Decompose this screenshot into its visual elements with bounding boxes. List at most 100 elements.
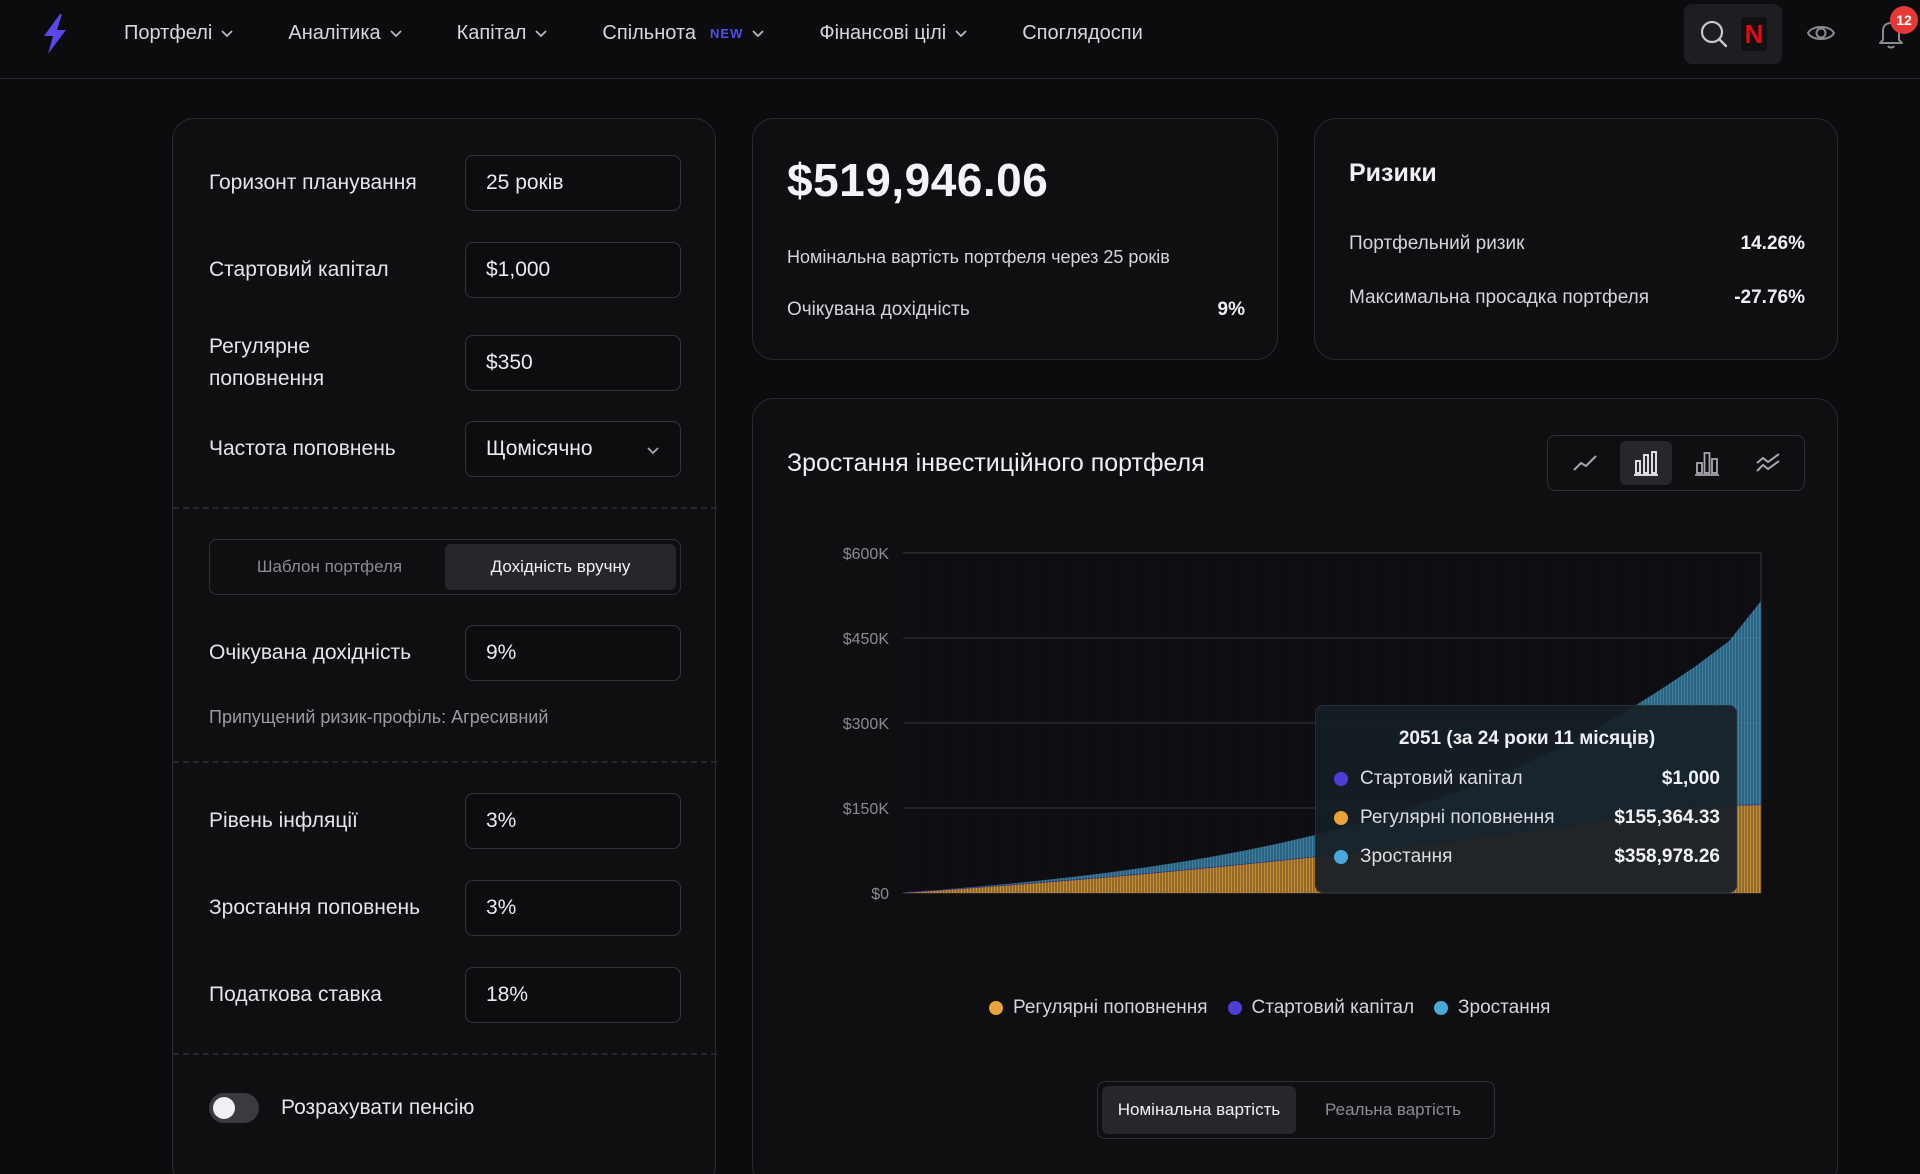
tax-rate-label: Податкова ставка xyxy=(209,983,382,1006)
bar-chart-button[interactable] xyxy=(1681,441,1733,485)
expected-return-row: Очікувана дохідність 9% xyxy=(209,625,681,681)
section-divider xyxy=(173,761,717,763)
nav-item-capital[interactable]: Капітал xyxy=(457,22,549,45)
nominal-value-tab[interactable]: Номінальна вартість xyxy=(1102,1086,1296,1134)
y-tick-label: $300K xyxy=(843,716,890,733)
regular-deposit-input[interactable]: $350 xyxy=(465,335,681,391)
new-badge: NEW xyxy=(710,25,744,41)
max-drawdown-value: -27.76% xyxy=(1734,287,1805,308)
regular-deposit-dot xyxy=(989,1001,1003,1015)
start-capital-dot xyxy=(1334,772,1348,786)
start-capital-dot xyxy=(1227,1001,1242,1015)
tooltip-title: 2051 (за 24 роки 11 місяців) xyxy=(1398,728,1656,749)
portfolio-value-card: $519,946.06 Номінальна вартість портфеля… xyxy=(752,118,1278,360)
return-mode-segment: Шаблон портфеля Дохідність вручну xyxy=(209,539,681,595)
deposit-growth-label: Зростання поповнень xyxy=(209,896,421,919)
horizon-label: Горизонт планування xyxy=(209,171,417,194)
tax-rate-row: Податкова ставка 18% xyxy=(209,967,681,1023)
nav-item-observers[interactable]: Споглядоспи xyxy=(1022,22,1143,45)
chevron-down-icon xyxy=(221,30,234,38)
inflation-label: Рівень інфляції xyxy=(209,809,358,832)
frequency-value: Щомісячно xyxy=(486,437,593,460)
nav-label: Портфелі xyxy=(124,21,213,44)
regular-deposit-row: Регулярне поповнення $350 xyxy=(209,331,681,395)
start-capital-row: Стартовий капітал $1,000 xyxy=(209,242,681,298)
tooltip-value: $1,000 xyxy=(1661,768,1720,789)
expected-return-input[interactable]: 9% xyxy=(465,625,681,681)
manual-return-tab[interactable]: Дохідність вручну xyxy=(445,544,676,590)
legend-item-regular[interactable]: Регулярні поповнення xyxy=(989,997,1208,1019)
y-tick-label: $600K xyxy=(843,546,890,563)
portfolio-value-subtitle: Номінальна вартість портфеля через 25 ро… xyxy=(787,247,1170,267)
chevron-down-icon xyxy=(390,30,402,38)
section-divider xyxy=(173,507,717,509)
area-chart-icon xyxy=(1755,453,1780,472)
tooltip-label: Зростання xyxy=(1360,846,1453,867)
expected-return-label: Очікувана дохідність xyxy=(209,641,412,664)
frequency-select[interactable]: Щомісячно xyxy=(465,421,681,477)
chart-type-switcher xyxy=(1547,435,1805,491)
expected-return-summary: Очікувана дохідність 9% xyxy=(787,299,1245,321)
expected-return-summary-value: 9% xyxy=(1217,299,1245,320)
stacked-bar-chart-icon xyxy=(1633,451,1658,476)
portfolio-template-tab[interactable]: Шаблон портфеля xyxy=(256,557,403,576)
risks-title: Ризики xyxy=(1349,159,1437,187)
portfolio-risk-label: Портфельний ризик xyxy=(1349,233,1525,254)
regular-deposit-dot xyxy=(1334,811,1348,825)
section-divider xyxy=(173,1053,717,1055)
search-button[interactable]: N xyxy=(1684,4,1782,64)
growth-chart-card: Зростання інвестиційного портфеля xyxy=(752,398,1838,1174)
tooltip-value: $155,364.33 xyxy=(1614,807,1720,828)
netflix-icon[interactable]: N xyxy=(1741,17,1767,51)
top-navigation: Портфелі Аналітика Капітал Спільнота NEW… xyxy=(0,0,1920,79)
deposit-growth-input[interactable]: 3% xyxy=(465,880,681,936)
tooltip-row-regular: Регулярні поповнення $155,364.33 xyxy=(1334,807,1720,829)
nav-label: Спільнота xyxy=(602,21,697,44)
deposit-growth-row: Зростання поповнень 3% xyxy=(209,880,681,936)
eye-icon[interactable] xyxy=(1806,18,1836,48)
legend-label: Стартовий капітал xyxy=(1251,997,1415,1018)
stacked-bar-chart-button[interactable] xyxy=(1619,441,1672,485)
portfolio-risk-row: Портфельний ризик 14.26% xyxy=(1349,233,1805,255)
main-nav: Портфелі Аналітика Капітал Спільнота NEW… xyxy=(124,0,1197,66)
pension-toggle-label: Розрахувати пенсію xyxy=(281,1096,475,1119)
nav-label: Аналітика xyxy=(288,21,381,44)
tax-rate-input[interactable]: 18% xyxy=(465,967,681,1023)
tooltip-row-growth: Зростання $358,978.26 xyxy=(1334,846,1720,868)
nav-item-analytics[interactable]: Аналітика xyxy=(288,22,402,45)
nav-item-community[interactable]: Спільнота NEW xyxy=(602,22,765,45)
nav-item-portfolios[interactable]: Портфелі xyxy=(124,22,234,45)
nav-item-financial-goals[interactable]: Фінансові цілі xyxy=(819,22,968,45)
max-drawdown-label: Максимальна просадка портфеля xyxy=(1349,287,1650,308)
y-tick-label: $0 xyxy=(871,886,889,903)
search-icon xyxy=(1700,20,1728,48)
regular-deposit-label: Регулярне поповнення xyxy=(209,335,325,390)
compare-chart-button[interactable] xyxy=(1742,441,1794,485)
risk-profile-hint: Припущений ризик-профіль: Агресивний xyxy=(209,707,549,727)
legend-item-growth[interactable]: Зростання xyxy=(1434,997,1550,1019)
max-drawdown-row: Максимальна просадка портфеля -27.76% xyxy=(1349,287,1805,309)
lightning-logo-icon[interactable] xyxy=(38,12,72,56)
inflation-row: Рівень інфляції 3% xyxy=(209,793,681,849)
start-capital-label: Стартовий капітал xyxy=(209,258,389,281)
legend-item-start-capital[interactable]: Стартовий капітал xyxy=(1227,997,1415,1019)
pension-toggle[interactable] xyxy=(209,1093,259,1123)
nav-label: Споглядоспи xyxy=(1022,21,1143,44)
portfolio-total-value: $519,946.06 xyxy=(787,154,1049,206)
growth-dot xyxy=(1434,1001,1449,1015)
tooltip-label: Стартовий капітал xyxy=(1360,768,1523,789)
value-mode-segment: Номінальна вартість Реальна вартість xyxy=(1097,1081,1495,1139)
line-chart-button[interactable] xyxy=(1559,441,1611,485)
horizon-input[interactable]: 25 років xyxy=(465,155,681,211)
line-chart-icon xyxy=(1572,455,1597,471)
chart-title: Зростання інвестиційного портфеля xyxy=(787,449,1205,477)
inflation-input[interactable]: 3% xyxy=(465,793,681,849)
y-tick-label: $450K xyxy=(843,631,890,648)
tooltip-value: $358,978.26 xyxy=(1614,846,1720,867)
chevron-down-icon xyxy=(955,30,967,38)
real-value-tab[interactable]: Реальна вартість xyxy=(1325,1100,1461,1119)
start-capital-input[interactable]: $1,000 xyxy=(465,242,681,298)
horizon-row: Горизонт планування 25 років xyxy=(209,155,681,211)
frequency-label: Частота поповнень xyxy=(209,437,396,460)
planning-form-card: Горизонт планування 25 років Стартовий к… xyxy=(172,118,717,1174)
